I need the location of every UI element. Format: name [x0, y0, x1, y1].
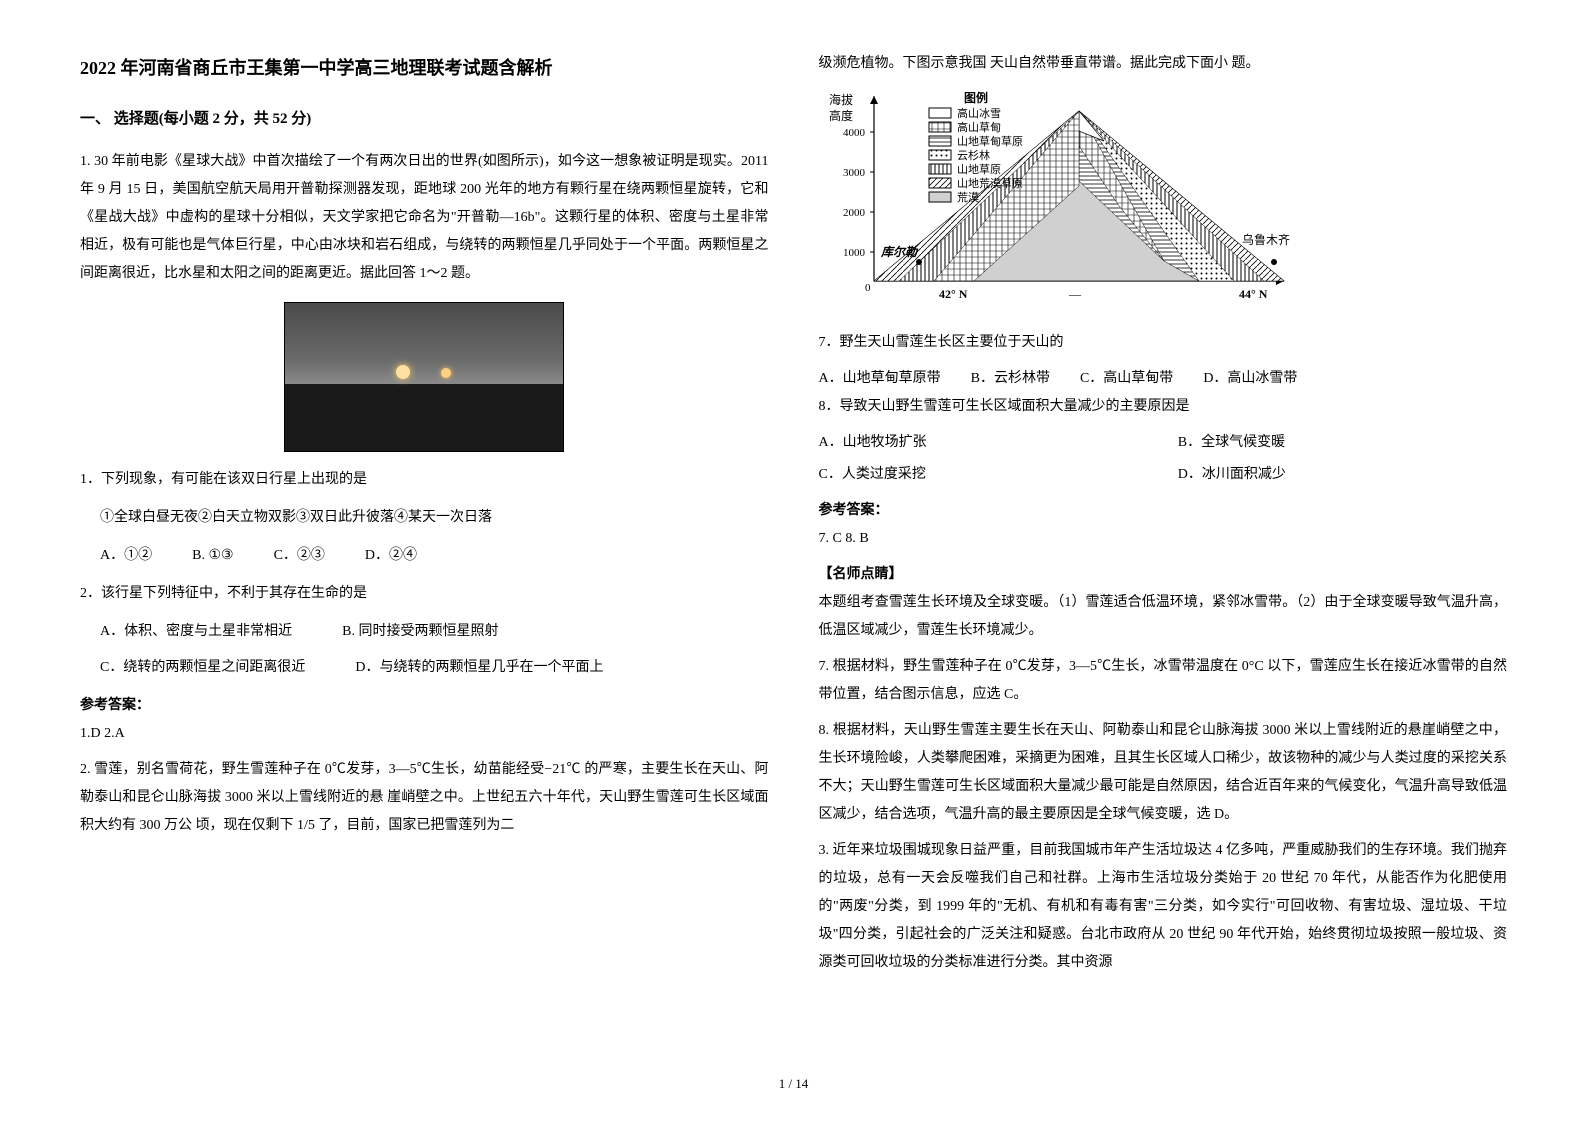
q2-opt-a: A．体积、密度与土星非常相近 [100, 618, 292, 646]
q1-opt-d: D．②④ [365, 542, 417, 570]
legend-0: 高山冰雪 [957, 106, 1001, 120]
photo-sky [285, 303, 563, 384]
legend-3: 云杉林 [957, 148, 990, 162]
q7-opt-d: D．高山冰雪带 [1203, 365, 1297, 393]
q1-opt-c: C．②③ [274, 542, 325, 570]
q8-opt-b: B．全球气候变暖 [1178, 429, 1507, 457]
y-axis-label-top: 海拔 [829, 92, 853, 107]
q7-opt-a: A．山地草甸草原带 [819, 365, 941, 393]
right-top-line: 级濒危植物。下图示意我国 天山自然带垂直带谱。据此完成下面小 题。 [819, 50, 1508, 78]
legend-title: 图例 [964, 90, 988, 105]
ytick-1000: 1000 [843, 247, 866, 259]
q2-options: A．体积、密度与土星非常相近 B. 同时接受两颗恒星照射 C．绕转的两颗恒星之间… [100, 618, 769, 682]
legend-4: 山地草原 [957, 163, 1001, 176]
left-city: 库尔勒 [880, 245, 919, 259]
chart-svg: 海拔 高度 4000 3000 2000 1000 0 [819, 86, 1299, 306]
q1-opt-b: B. ①③ [192, 542, 233, 570]
q1-numbered-choices: ①全球白昼无夜②白天立物双影③双日此升彼落④某天一次日落 [100, 504, 769, 532]
answer-label-2: 参考答案： [819, 497, 1508, 525]
left-column: 2022 年河南省商丘市王集第一中学高三地理联考试题含解析 一、 选择题(每小题… [80, 50, 769, 1066]
q78-answer: 7. C 8. B [819, 525, 1508, 553]
q8-opt-d: D．冰川面积减少 [1178, 461, 1507, 489]
q12-answer: 1.D 2.A [80, 720, 769, 748]
tianshan-chart: 海拔 高度 4000 3000 2000 1000 0 [819, 86, 1508, 317]
exp8: 8. 根据材料，天山野生雪莲主要生长在天山、阿勒泰山和昆仑山脉海拔 3000 米… [819, 717, 1508, 829]
legend: 高山冰雪 高山草甸 山地草甸草原 云杉林 山地草原 山地荒漠草原 荒漠 [929, 106, 1023, 204]
main-title: 2022 年河南省商丘市王集第一中学高三地理联考试题含解析 [80, 50, 769, 86]
q8-stem: 8．导致天山野生雪莲可生长区域面积大量减少的主要原因是 [819, 393, 1508, 421]
q1-intro: 1. 30 年前电影《星球大战》中首次描绘了一个有两次日出的世界(如图所示)，如… [80, 148, 769, 288]
legend-6: 荒漠 [957, 191, 979, 204]
legend-2: 山地草甸草原 [957, 135, 1023, 148]
q8-options: A．山地牧场扩张 B．全球气候变暖 C．人类过度采挖 D．冰川面积减少 [819, 429, 1508, 489]
right-column: 级濒危植物。下图示意我国 天山自然带垂直带谱。据此完成下面小 题。 [819, 50, 1508, 1066]
tip-body: 本题组考查雪莲生长环境及全球变暖。（1）雪莲适合低温环境，紧邻冰雪带。（2）由于… [819, 589, 1508, 645]
photo-sun-2 [441, 368, 451, 378]
q7-stem: 7．野生天山雪莲生长区主要位于天山的 [819, 329, 1508, 357]
q2-opt-d: D．与绕转的两颗恒星几乎在一个平面上 [355, 654, 603, 682]
ytick-0: 0 [865, 282, 871, 294]
q3-intro: 3. 近年来垃圾围城现象日益严重，目前我国城市年产生活垃圾达 4 亿多吨，严重威… [819, 837, 1508, 977]
y-axis-label-bottom: 高度 [829, 108, 853, 123]
svg-text:—: — [1068, 287, 1082, 301]
xlabel-left: 42° N [939, 287, 968, 301]
answer-label-1: 参考答案： [80, 692, 769, 720]
page-footer: 1 / 14 [80, 1076, 1507, 1092]
legend-1: 高山草甸 [957, 120, 1001, 134]
two-suns-photo [284, 302, 564, 452]
photo-ground [285, 384, 563, 451]
tip-title: 【名师点睛】 [819, 561, 1508, 589]
q2-opt-b: B. 同时接受两颗恒星照射 [342, 618, 498, 646]
legend-5: 山地荒漠草原 [957, 177, 1023, 190]
xlabel-right: 44° N [1239, 287, 1268, 301]
exp7: 7. 根据材料，野生雪莲种子在 0℃发芽，3—5℃生长，冰雪带温度在 0°C 以… [819, 653, 1508, 709]
ytick-2000: 2000 [843, 207, 866, 219]
q1-stem: 1．下列现象，有可能在该双日行星上出现的是 [80, 466, 769, 494]
q2-snowlotus-intro: 2. 雪莲，别名雪荷花，野生雪莲种子在 0℃发芽，3—5℃生长，幼苗能经受−21… [80, 756, 769, 840]
ytick-3000: 3000 [843, 167, 866, 179]
q2-stem: 2．该行星下列特征中，不利于其存在生命的是 [80, 580, 769, 608]
q7-opt-c: C．高山草甸带 [1080, 365, 1173, 393]
section-label: 一、 选择题(每小题 2 分，共 52 分) [80, 104, 769, 134]
q7-options: A．山地草甸草原带 B．云杉林带 C．高山草甸带 D．高山冰雪带 [819, 365, 1508, 393]
q1-options: A．①② B. ①③ C．②③ D．②④ [100, 542, 769, 570]
page-content: 2022 年河南省商丘市王集第一中学高三地理联考试题含解析 一、 选择题(每小题… [80, 50, 1507, 1066]
q7-opt-b: B．云杉林带 [971, 365, 1050, 393]
q8-opt-a: A．山地牧场扩张 [819, 429, 1148, 457]
q2-opt-c: C．绕转的两颗恒星之间距离很近 [100, 654, 305, 682]
q1-opt-a: A．①② [100, 542, 152, 570]
q8-opt-c: C．人类过度采挖 [819, 461, 1148, 489]
ytick-4000: 4000 [843, 127, 866, 139]
right-city: 乌鲁木齐 [1242, 232, 1290, 247]
